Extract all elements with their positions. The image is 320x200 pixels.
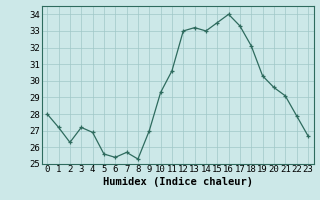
X-axis label: Humidex (Indice chaleur): Humidex (Indice chaleur): [103, 177, 252, 187]
